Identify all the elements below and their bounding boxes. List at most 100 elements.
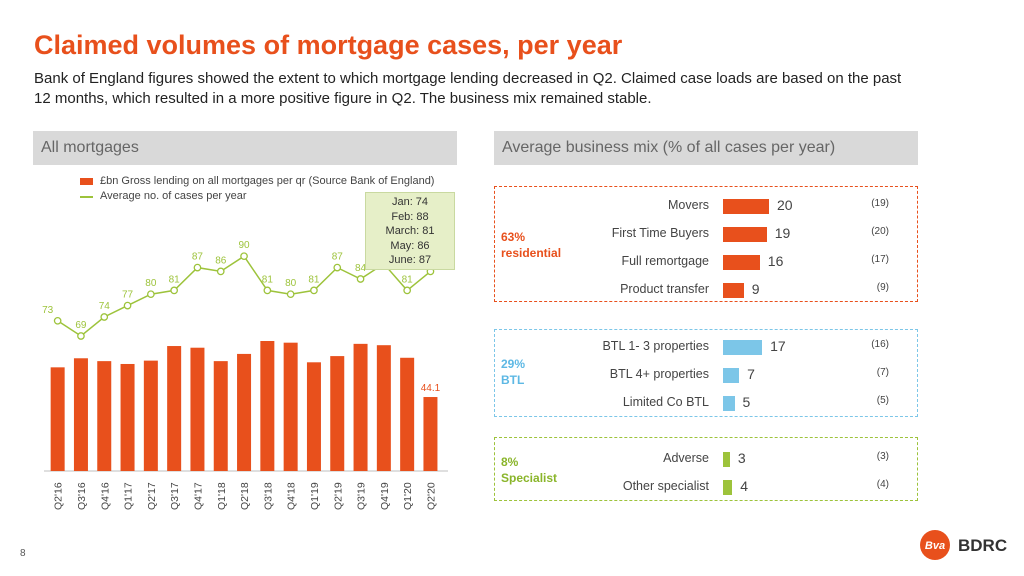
logo-text: BDRC — [958, 536, 1008, 555]
cases-point — [263, 286, 272, 295]
cases-point — [53, 316, 62, 325]
mix-group-name: residential — [501, 246, 562, 260]
mix-group-btl: 29% BTL BTL 1- 3 properties 17 (16) BTL 4+ pr… — [494, 329, 918, 417]
mix-previous-value: (5) — [876, 395, 889, 406]
mix-previous-value: (9) — [876, 282, 889, 293]
mix-value: 3 — [737, 450, 746, 466]
cases-data-label: 77 — [122, 290, 134, 301]
cases-data-label: 90 — [238, 240, 250, 251]
mix-row-label: Adverse — [663, 451, 709, 465]
mix-row: Movers 20 (19) — [495, 196, 919, 216]
mix-row: Other specialist 4 (4) — [495, 477, 919, 497]
page-number: 8 — [20, 548, 26, 559]
legend-item-line: Average no. of cases per year — [80, 189, 434, 204]
x-tick-label: Q1'18 — [216, 482, 228, 510]
x-tick-label: Q1'19 — [309, 482, 321, 510]
cases-point — [333, 263, 342, 272]
mix-group-label: 29% BTL — [501, 356, 525, 388]
lending-bar — [97, 361, 112, 471]
mix-row-label: Movers — [668, 198, 709, 212]
month-value: May: 86 — [390, 239, 430, 252]
mix-group-label: 63% residential — [501, 229, 561, 261]
x-tick-label: Q1'17 — [123, 482, 135, 510]
mix-bar — [723, 452, 730, 467]
mix-row: Limited Co BTL 5 (5) — [495, 393, 919, 413]
mix-value: 20 — [777, 197, 793, 213]
lending-bar — [120, 363, 135, 471]
x-tick-label: Q3'16 — [76, 482, 88, 510]
x-tick-label: Q3'17 — [169, 482, 181, 510]
lending-bar — [306, 362, 321, 471]
cases-point — [403, 286, 411, 295]
cases-data-label: 81 — [262, 274, 274, 285]
mix-previous-value: (19) — [871, 198, 889, 209]
cases-data-label: 81 — [308, 274, 320, 285]
mix-group-name: Specialist — [501, 471, 558, 485]
cases-point — [147, 290, 155, 299]
x-tick-label: Q2'20 — [425, 482, 437, 510]
x-tick-label: Q3'18 — [262, 482, 274, 510]
lending-bar — [260, 341, 275, 471]
mix-bar — [723, 283, 744, 298]
mix-previous-value: (20) — [871, 226, 889, 237]
cases-point — [356, 275, 365, 283]
lending-bar — [190, 347, 205, 471]
mix-previous-value: (16) — [871, 339, 889, 350]
lending-bar — [73, 358, 88, 471]
month-value: June: 87 — [388, 254, 432, 266]
cases-point — [193, 263, 202, 272]
mix-value: 19 — [774, 225, 791, 241]
mix-value: 4 — [740, 478, 748, 494]
mix-bar — [723, 227, 767, 242]
monthly-figures-box: Jan: 74 Feb: 88 March: 81 May: 86 June: … — [365, 192, 455, 270]
right-panel-header: Average business mix (% of all cases per… — [494, 131, 918, 165]
x-tick-label: Q4'16 — [99, 482, 111, 510]
mix-bar — [723, 396, 735, 411]
cases-point — [310, 286, 318, 295]
mix-row-label: First Time Buyers — [611, 226, 709, 240]
cases-data-label: 80 — [145, 278, 157, 289]
cases-point — [286, 290, 295, 299]
cases-data-label: 81 — [169, 274, 181, 285]
mix-bar — [723, 255, 760, 270]
x-tick-label: Q2'19 — [332, 482, 344, 510]
cases-data-label: 81 — [402, 274, 414, 285]
mix-previous-value: (17) — [871, 254, 889, 265]
mix-value: 5 — [742, 394, 751, 410]
mix-row-label: Limited Co BTL — [622, 395, 709, 409]
x-tick-label: Q4'19 — [379, 482, 391, 510]
mix-bar — [723, 480, 733, 495]
bar-data-label: 44.1 — [421, 383, 441, 394]
cases-point — [100, 313, 109, 321]
x-tick-label: Q2'17 — [146, 482, 158, 510]
mix-previous-value: (3) — [876, 451, 889, 462]
mix-value: 17 — [770, 338, 786, 354]
lending-bar — [167, 346, 182, 471]
legend-bar-label: £bn Gross lending on all mortgages per q… — [100, 175, 435, 187]
x-tick-label: Q4'17 — [192, 482, 204, 510]
mix-bar — [723, 368, 740, 383]
x-tick-label: Q2'18 — [239, 482, 251, 510]
mix-value: 9 — [751, 281, 760, 297]
legend-item-bars: £bn Gross lending on all mortgages per q… — [80, 174, 434, 189]
left-panel-header: All mortgages — [33, 131, 457, 165]
mix-row-label: BTL 4+ properties — [609, 367, 709, 381]
cases-data-label: 86 — [215, 255, 227, 266]
lending-bar — [400, 357, 415, 471]
x-tick-label: Q1'20 — [402, 482, 414, 510]
mix-row-label: BTL 1- 3 properties — [602, 339, 709, 353]
month-value: March: 81 — [385, 225, 435, 237]
lending-bar — [376, 345, 391, 471]
cases-data-label: 73 — [42, 305, 54, 316]
mix-value: 16 — [767, 253, 784, 269]
cases-point — [123, 301, 132, 310]
x-tick-label: Q2'16 — [53, 482, 65, 510]
lending-bar — [237, 353, 252, 471]
cases-data-label: 69 — [75, 320, 87, 331]
month-value: Feb: 88 — [391, 210, 429, 223]
brand-logo: Bva BDRC — [918, 529, 1014, 561]
lending-bar — [50, 367, 65, 471]
logo-mark: Bva — [925, 540, 945, 552]
mix-previous-value: (7) — [876, 367, 889, 378]
